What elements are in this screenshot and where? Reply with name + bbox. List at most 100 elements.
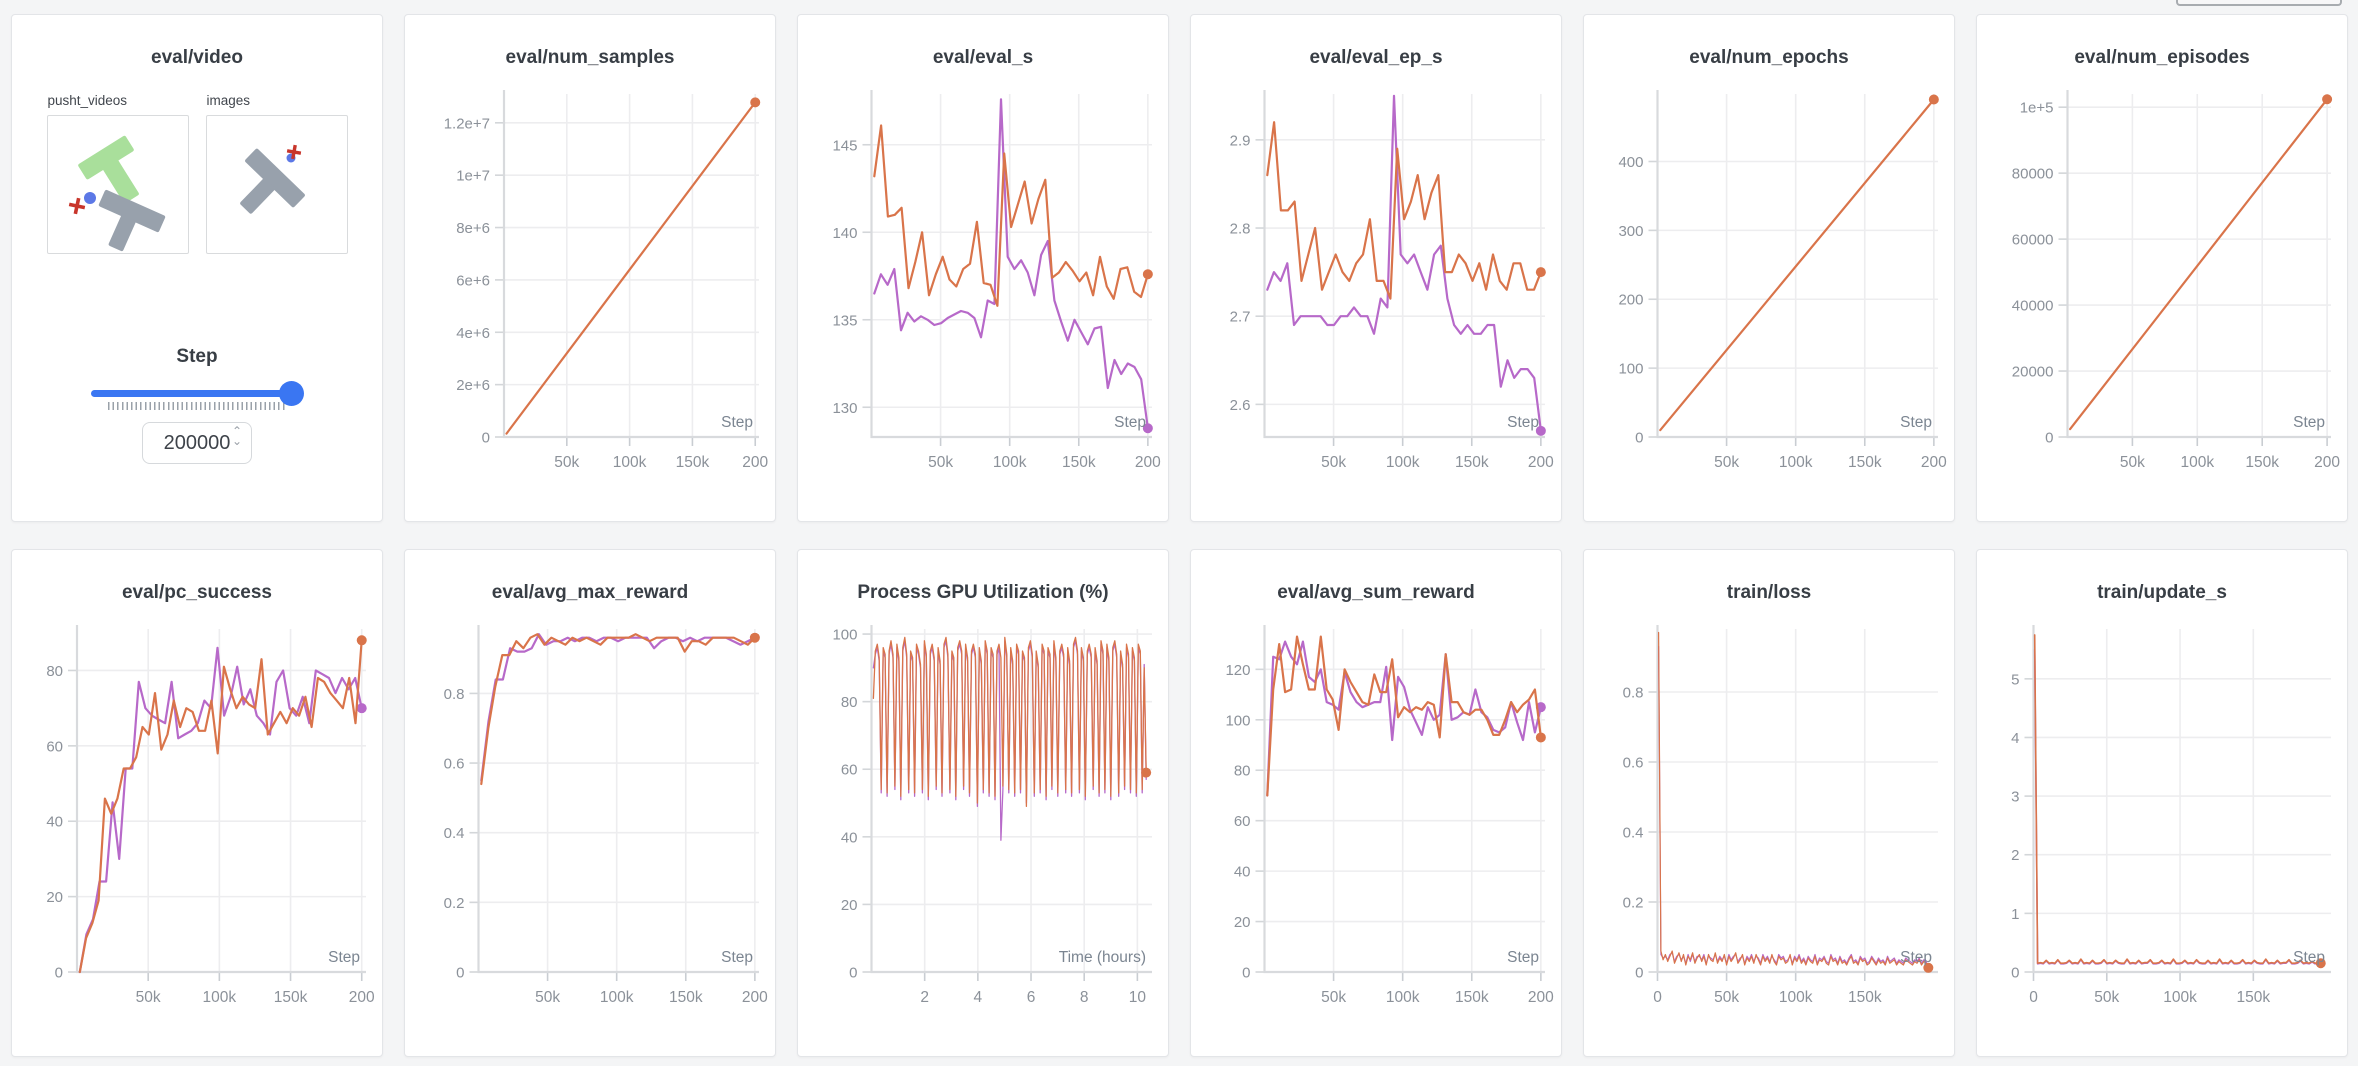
- chart-title: eval/avg_sum_reward: [1277, 582, 1475, 603]
- x-tick-label: 100k: [600, 989, 634, 1006]
- x-tick-label: 150k: [669, 989, 703, 1006]
- series-endpoint-dot-run-orange: [1142, 269, 1153, 280]
- chart-panel-eval-num-episodes[interactable]: eval/num_episodes 0 20000 40000 60000 80000 1e…: [1976, 14, 2348, 522]
- media-panel-eval-video[interactable]: eval/video pusht_videos: [11, 14, 383, 522]
- chart-title: eval/num_episodes: [2074, 47, 2250, 68]
- chart-panel-eval-num-samples[interactable]: eval/num_samples 0 2e+6 4e+6 6e+6 8e+6 1e+7 1.2…: [404, 14, 776, 522]
- chart-panel-eval-avg-max-reward[interactable]: eval/avg_max_reward 0 0.2 0.4 0.6 0.8 50k 100k 1…: [404, 549, 776, 1057]
- chart-panel-train-loss[interactable]: train/loss 0 0.2 0.4 0.6 0.8 0 50k 100k 150k Step: [1583, 549, 1955, 1057]
- y-tick-label: 0: [55, 965, 63, 982]
- series-endpoint-dot-run-orange: [1923, 962, 1934, 973]
- y-tick-label: 2: [2011, 847, 2019, 864]
- y-tick-label: 0.4: [444, 825, 465, 842]
- x-tick-label: 100k: [1779, 989, 1813, 1006]
- y-tick-label: 40: [1234, 864, 1251, 881]
- chart-title: eval/eval_s: [932, 47, 1034, 68]
- chart-title: eval/avg_max_reward: [491, 582, 689, 603]
- y-tick-label: 100: [832, 627, 857, 644]
- y-tick-label: 0.2: [1623, 895, 1644, 912]
- step-number-input[interactable]: 200000 ⌃ ⌄: [142, 422, 252, 464]
- video-thumbnail-pusht[interactable]: [46, 115, 189, 254]
- chart-panel-process-gpu-utilization-[interactable]: Process GPU Utilization (%) 0 20 40 60 80 100 2…: [797, 549, 1169, 1057]
- media-row: pusht_videos: [46, 93, 348, 254]
- x-tick-label: 10: [1129, 989, 1147, 1006]
- series-line-run-orange: [1266, 635, 1542, 797]
- x-axis-label: Step: [328, 949, 360, 966]
- y-tick-label: 40000: [2012, 298, 2054, 315]
- series-endpoint-dot-run-orange: [2322, 94, 2333, 105]
- series-line-run-orange: [78, 639, 363, 974]
- chart-panel-eval-avg-sum-reward[interactable]: eval/avg_sum_reward 0 20 40 60 80 100 120 50k 100…: [1190, 549, 1562, 1057]
- series-line-run-purple: [480, 633, 756, 782]
- y-tick-label: 80000: [2012, 166, 2054, 183]
- chart-title: eval/pc_success: [121, 582, 272, 603]
- scrollbar-thumb[interactable]: [2176, 0, 2342, 6]
- chart-panel-eval-pc-success[interactable]: eval/pc_success 0 20 40 60 80 50k 100k 150k 200 St…: [11, 549, 383, 1057]
- series-endpoint-dot-run-orange: [1535, 267, 1546, 278]
- y-tick-label: 5: [2011, 671, 2019, 688]
- x-axis-label: Step: [2293, 949, 2325, 966]
- chart-panel-eval-eval-s[interactable]: eval/eval_s 130 135 140 145 50k 100k 150k 200 Ste…: [797, 14, 1169, 522]
- media-group-pusht-videos: pusht_videos: [46, 93, 189, 254]
- x-tick-label: 50k: [2120, 454, 2145, 471]
- chart-canvas: 0 2e+6 4e+6 6e+6 8e+6 1e+7 1.2e+7 50k 100k 150k 20…: [444, 90, 769, 471]
- image-thumbnail[interactable]: [205, 115, 348, 254]
- chart-canvas: 0 20 40 60 80 50k 100k 150k 200 Step: [46, 625, 375, 1006]
- y-tick-label: 1.2e+7: [444, 115, 490, 132]
- chart-title: Process GPU Utilization (%): [857, 582, 1109, 603]
- x-tick-label: 100k: [2180, 454, 2214, 471]
- x-tick-label: 200: [2314, 454, 2340, 471]
- y-tick-label: 20: [1234, 914, 1251, 931]
- series-endpoint-dot-run-orange: [2315, 958, 2326, 969]
- y-tick-label: 0: [1242, 965, 1250, 982]
- chart-panel-train-update-s[interactable]: train/update_s 0 1 2 3 4 5 0 50k 100k 150k Step: [1976, 549, 2348, 1057]
- x-tick-label: 150k: [1455, 989, 1489, 1006]
- series-line-run-purple: [1266, 94, 1542, 432]
- chart-canvas: 0 20 40 60 80 100 120 50k 100k 150k 200 Step: [1225, 625, 1554, 1006]
- x-tick-label: 150k: [1848, 989, 1882, 1006]
- x-tick-label: 4: [974, 989, 983, 1006]
- step-value: 200000: [163, 431, 231, 454]
- slider-track[interactable]: [91, 390, 303, 397]
- spinner-down-icon[interactable]: ⌄: [231, 434, 242, 448]
- x-axis-label: Step: [1114, 414, 1146, 431]
- chart-panel-eval-num-epochs[interactable]: eval/num_epochs 0 100 200 300 400 50k 100k 150k 2…: [1583, 14, 1955, 522]
- series-line-run-purple: [873, 98, 1149, 430]
- chart-title: eval/num_epochs: [1689, 47, 1849, 68]
- y-tick-label: 6e+6: [456, 272, 490, 289]
- x-axis-label: Step: [1507, 414, 1539, 431]
- x-tick-label: 200: [349, 989, 375, 1006]
- chart-panel-eval-eval-ep-s[interactable]: eval/eval_ep_s 2.6 2.7 2.8 2.9 50k 100k 150k 200…: [1190, 14, 1562, 522]
- x-tick-label: 100k: [1386, 989, 1420, 1006]
- series-line-run-orange: [505, 101, 757, 435]
- y-tick-label: 400: [1618, 154, 1643, 171]
- pusht-scene-icon: [68, 135, 165, 252]
- x-tick-label: 50k: [554, 454, 579, 471]
- y-tick-label: 0.4: [1623, 825, 1644, 842]
- x-tick-label: 50k: [2094, 989, 2119, 1006]
- x-tick-label: 200: [742, 454, 768, 471]
- y-tick-label: 0.8: [1623, 685, 1644, 702]
- chart-title: train/loss: [1726, 582, 1812, 603]
- chart-canvas: 0 0.2 0.4 0.6 0.8 50k 100k 150k 200 Step: [444, 625, 768, 1006]
- x-tick-label: 2: [920, 989, 929, 1006]
- x-tick-label: 50k: [1714, 989, 1739, 1006]
- y-tick-label: 0: [482, 430, 490, 447]
- slider-thumb[interactable]: [279, 381, 304, 406]
- y-tick-label: 60: [46, 738, 63, 755]
- series-endpoint-dot-run-purple: [1535, 425, 1546, 436]
- y-tick-label: 60: [1234, 813, 1251, 830]
- slider-ticks: [108, 402, 286, 410]
- x-tick-label: 150k: [2245, 454, 2279, 471]
- series-line-run-orange: [1266, 121, 1542, 300]
- y-tick-label: 145: [832, 137, 857, 154]
- x-tick-label: 50k: [1321, 989, 1346, 1006]
- y-tick-label: 80: [46, 663, 63, 680]
- spinner-up-icon[interactable]: ⌃: [231, 424, 242, 438]
- chart-canvas: 0 20000 40000 60000 80000 1e+5 50k 100k 150k 200 S…: [2012, 90, 2340, 471]
- y-tick-label: 20: [841, 897, 858, 914]
- step-slider[interactable]: [91, 381, 304, 406]
- y-tick-label: 0.8: [444, 686, 465, 703]
- y-tick-label: 20000: [2012, 364, 2054, 381]
- y-tick-label: 4: [2011, 730, 2019, 747]
